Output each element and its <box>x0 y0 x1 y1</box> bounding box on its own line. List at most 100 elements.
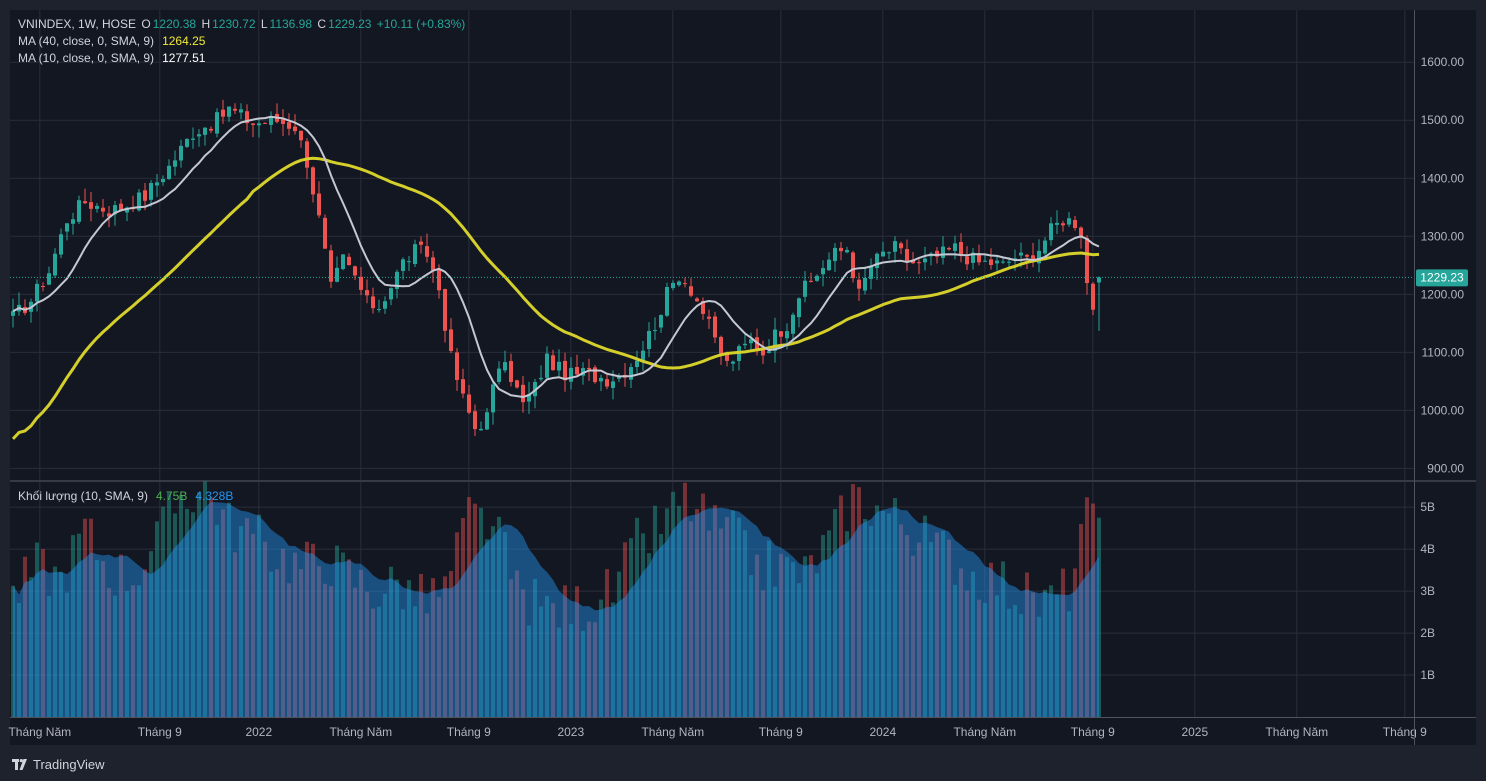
candle-body <box>95 205 99 209</box>
candle-body <box>869 266 873 279</box>
candle-body <box>59 234 63 255</box>
volume-bar <box>143 569 147 717</box>
price-tick-label: 1500.00 <box>1421 113 1465 127</box>
chart-canvas[interactable]: 1600.00 1500.00 1400.00 1300.00 1200.00 1100.… <box>0 0 1486 747</box>
candle-body <box>1091 283 1095 310</box>
candle-body <box>377 309 381 311</box>
volume-tick-label: 3B <box>1420 584 1435 598</box>
volume-bar <box>29 577 33 717</box>
candle-body <box>473 411 477 430</box>
low-value: 1136.98 <box>269 17 313 31</box>
price-legend[interactable]: VNINDEX, 1W, HOSE O 1220.38 H 1230.72 L 113… <box>18 16 467 32</box>
ma10-label[interactable]: MA (10, close, 0, SMA, 9) <box>18 51 155 65</box>
price-tick-label: 900.00 <box>1427 461 1464 475</box>
candle-body <box>677 281 681 286</box>
volume-bar <box>971 571 975 717</box>
candle-body <box>395 271 399 289</box>
candle-body <box>329 250 333 282</box>
volume-pane[interactable] <box>10 482 1414 717</box>
volume-bar <box>317 566 321 717</box>
volume-bar <box>563 585 567 717</box>
candle-body <box>65 223 69 232</box>
volume-bar <box>101 561 105 717</box>
candle-body <box>233 108 237 111</box>
volume-bar <box>311 543 315 717</box>
volume-bar <box>17 603 21 717</box>
volume-bar <box>767 540 771 717</box>
candle-body <box>533 381 537 397</box>
volume-bar <box>965 590 969 717</box>
candle-body <box>809 280 813 282</box>
candle-body <box>359 276 363 290</box>
grid-lines <box>10 10 1414 717</box>
candle-body <box>89 202 93 209</box>
volume-bar <box>689 521 693 717</box>
candle-body <box>323 217 327 249</box>
volume-bar <box>191 512 195 717</box>
candle-body <box>995 260 999 264</box>
candle-body <box>191 138 195 140</box>
price-axis-panel[interactable] <box>1415 10 1476 480</box>
candle-body <box>227 106 231 117</box>
volume-bar <box>275 569 279 717</box>
time-axis-panel[interactable] <box>10 718 1476 745</box>
volume-bar <box>617 571 621 717</box>
candle-body <box>407 261 411 263</box>
volume-bar <box>599 599 603 717</box>
candle-body <box>251 123 255 125</box>
candle-body <box>755 337 759 352</box>
volume-legend[interactable]: Khối lượng (10, SMA, 9) 4.75B 4.328B <box>18 488 235 504</box>
candle-body <box>797 298 801 318</box>
brand-name[interactable]: TradingView <box>33 756 105 772</box>
volume-bar <box>611 602 615 717</box>
time-tick-label: Tháng 9 <box>447 725 491 739</box>
volume-bar <box>239 525 243 717</box>
candle-body <box>923 258 927 263</box>
ma40-legend[interactable]: MA (40, close, 0, SMA, 9) 1264.25 <box>18 33 207 49</box>
candle-body <box>419 241 423 245</box>
candle-body <box>1007 261 1011 263</box>
candle-body <box>1031 255 1035 262</box>
candle-body <box>353 266 357 276</box>
candle-body <box>467 394 471 413</box>
volume-bar <box>839 495 843 717</box>
volume-bar <box>23 556 27 717</box>
volume-bar <box>623 542 627 717</box>
volume-bar <box>575 586 579 717</box>
volume-bar <box>929 542 933 717</box>
volume-bar <box>515 570 519 717</box>
volume-bar <box>713 505 717 717</box>
candle-body <box>587 367 591 370</box>
candle-body <box>611 381 615 388</box>
tradingview-logo-icon[interactable] <box>12 758 28 770</box>
candle-body <box>401 259 405 271</box>
candle-body <box>215 112 219 134</box>
volume-bar <box>869 526 873 717</box>
volume-bar <box>533 578 537 717</box>
volume-bar <box>587 621 591 717</box>
volume-ma-area <box>13 502 1099 717</box>
volume-value: 4.75B <box>155 489 188 503</box>
candle-body <box>317 193 321 216</box>
candle-body <box>389 288 393 300</box>
volume-axis-panel[interactable] <box>1415 482 1476 717</box>
volume-bar <box>83 518 87 717</box>
symbol-title[interactable]: VNINDEX, 1W, HOSE <box>18 17 137 31</box>
candle-body <box>413 244 417 265</box>
volume-bar <box>299 569 303 717</box>
volume-bar <box>125 591 129 717</box>
candle-body <box>245 111 249 124</box>
volume-bar <box>797 583 801 717</box>
ma40-label[interactable]: MA (40, close, 0, SMA, 9) <box>18 34 155 48</box>
candle-body <box>1097 277 1101 283</box>
volume-label[interactable]: Khối lượng (10, SMA, 9) <box>18 489 148 503</box>
candle-body <box>977 254 981 263</box>
candle-body <box>833 247 837 262</box>
candle-body <box>647 331 651 350</box>
volume-bar <box>425 613 429 717</box>
candle-body <box>269 116 273 125</box>
price-pane[interactable] <box>10 10 1414 480</box>
candle-body <box>461 379 465 394</box>
ma10-legend[interactable]: MA (10, close, 0, SMA, 9) 1277.51 <box>18 50 207 66</box>
volume-bar <box>365 591 369 717</box>
